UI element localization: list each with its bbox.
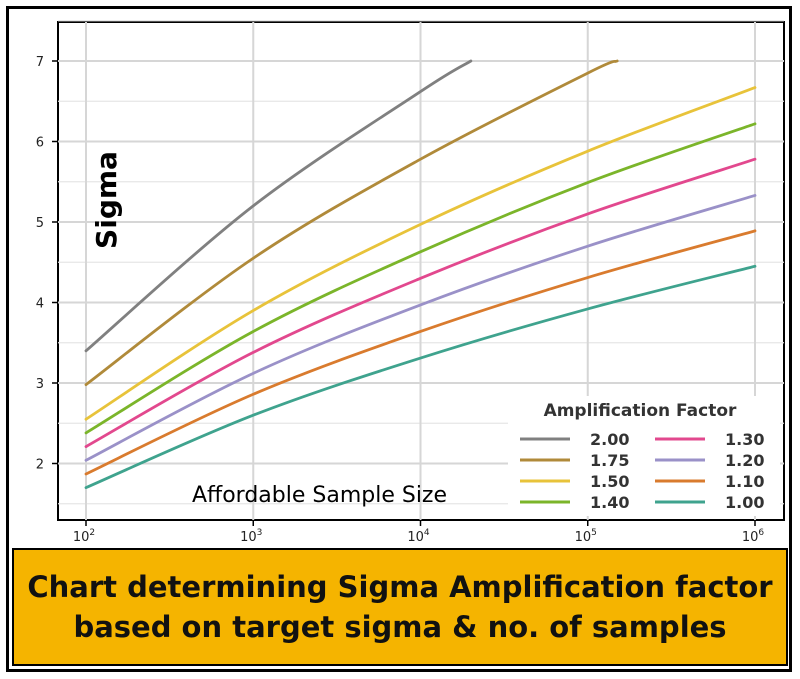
series-line-1-40 xyxy=(84,122,757,435)
series-line-1-10 xyxy=(84,229,757,476)
series-line-1-75 xyxy=(84,59,619,387)
legend-label: 1.10 xyxy=(725,472,764,491)
legend-label: 1.20 xyxy=(725,451,764,470)
y-tick-label: 5 xyxy=(36,216,44,231)
caption-line-1: Chart determining Sigma Amplification fa… xyxy=(27,570,773,604)
x-tick-label: 104 xyxy=(407,528,430,545)
y-tick-label: 7 xyxy=(36,55,44,70)
legend-box xyxy=(508,396,780,516)
y-axis-ticks: 2 3 4 5 6 7 xyxy=(36,55,58,473)
y-tick-label: 3 xyxy=(36,377,44,392)
x-axis-ticks: 102 103 104 105 106 xyxy=(73,520,765,545)
series-line-2-00 xyxy=(84,59,473,353)
caption-banner: Chart determining Sigma Amplification fa… xyxy=(12,548,788,666)
y-axis-label: Sigma xyxy=(90,151,123,249)
legend-label: 1.30 xyxy=(725,430,764,449)
series-line-1-00 xyxy=(84,264,757,490)
y-tick-label: 4 xyxy=(36,297,44,312)
legend-label: 2.00 xyxy=(590,430,629,449)
legend-label: 1.50 xyxy=(590,472,629,491)
series-line-1-20 xyxy=(84,194,757,462)
legend-label: 1.40 xyxy=(590,493,629,512)
x-tick-label: 103 xyxy=(240,528,262,545)
legend-title: Amplification Factor xyxy=(544,401,737,421)
legend: Amplification Factor 2.00 1.75 1.50 1.40 1.3… xyxy=(508,396,780,516)
series-lines xyxy=(84,59,757,490)
y-tick-label: 6 xyxy=(36,136,44,151)
y-tick-label: 2 xyxy=(36,458,44,473)
x-tick-label: 102 xyxy=(73,528,95,545)
legend-label: 1.00 xyxy=(725,493,764,512)
sigma-chart: 2 3 4 5 6 7 102 103 104 105 106 Sigma Affordable … xyxy=(36,20,785,545)
x-tick-label: 106 xyxy=(742,528,765,545)
caption-line-2: based on target sigma & no. of samples xyxy=(73,610,727,644)
series-line-1-30 xyxy=(84,157,757,448)
legend-label: 1.75 xyxy=(590,451,629,470)
x-tick-label: 105 xyxy=(575,528,597,545)
x-axis-label: Affordable Sample Size xyxy=(192,483,447,508)
series-line-1-50 xyxy=(84,86,757,421)
